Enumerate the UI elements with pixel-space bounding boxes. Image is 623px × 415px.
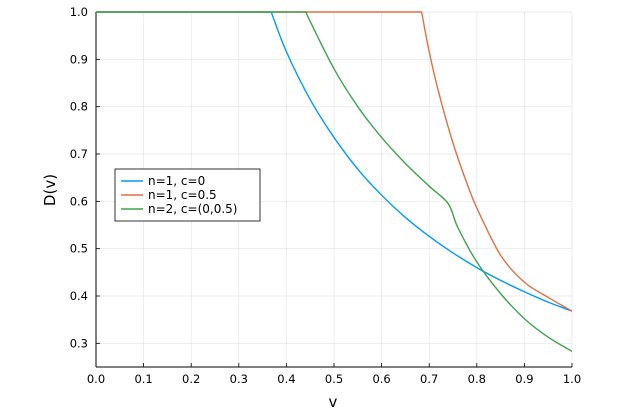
x-tick-label: 0.0 <box>87 372 105 386</box>
x-tick-label: 0.2 <box>182 372 200 386</box>
series-line-n1-c05 <box>96 11 573 312</box>
series-layer <box>96 11 573 352</box>
legend: n=1, c=0n=1, c=0.5n=2, c=(0,0.5) <box>114 168 261 222</box>
grid-lines <box>95 11 573 367</box>
y-tick-label: 0.7 <box>70 147 88 161</box>
x-tick-label: 1.0 <box>563 372 581 386</box>
x-tick-label: 0.5 <box>325 372 343 386</box>
y-axis-title: D(v) <box>41 174 59 206</box>
legend-label: n=1, c=0.5 <box>148 188 217 202</box>
x-tick-label: 0.4 <box>277 372 295 386</box>
x-tick-label: 0.9 <box>515 372 533 386</box>
y-tick-label: 0.6 <box>70 194 88 208</box>
tick-labels: 0.0 0.1 0.2 0.3 0.4 0.5 0.6 0.7 0.8 0.9 1.0 0.3 0.4 0… <box>70 5 581 386</box>
legend-label: n=2, c=(0,0.5) <box>148 202 237 216</box>
x-tick-label: 0.3 <box>230 372 248 386</box>
x-tick-label: 0.8 <box>468 372 486 386</box>
x-axis-title: v <box>329 393 338 411</box>
series-line-n1-c0 <box>96 11 573 312</box>
y-tick-label: 0.3 <box>70 336 88 350</box>
series-line-n2-c0-05 <box>96 11 573 352</box>
x-tick-label: 0.7 <box>420 372 438 386</box>
x-tick-label: 0.1 <box>134 372 152 386</box>
y-tick-label: 0.5 <box>70 242 88 256</box>
y-tick-label: 0.4 <box>70 289 88 303</box>
y-tick-label: 0.8 <box>70 100 88 114</box>
x-tick-label: 0.6 <box>372 372 390 386</box>
y-tick-label: 0.9 <box>70 52 88 66</box>
y-tick-label: 1.0 <box>70 5 88 19</box>
legend-label: n=1, c=0 <box>148 174 205 188</box>
